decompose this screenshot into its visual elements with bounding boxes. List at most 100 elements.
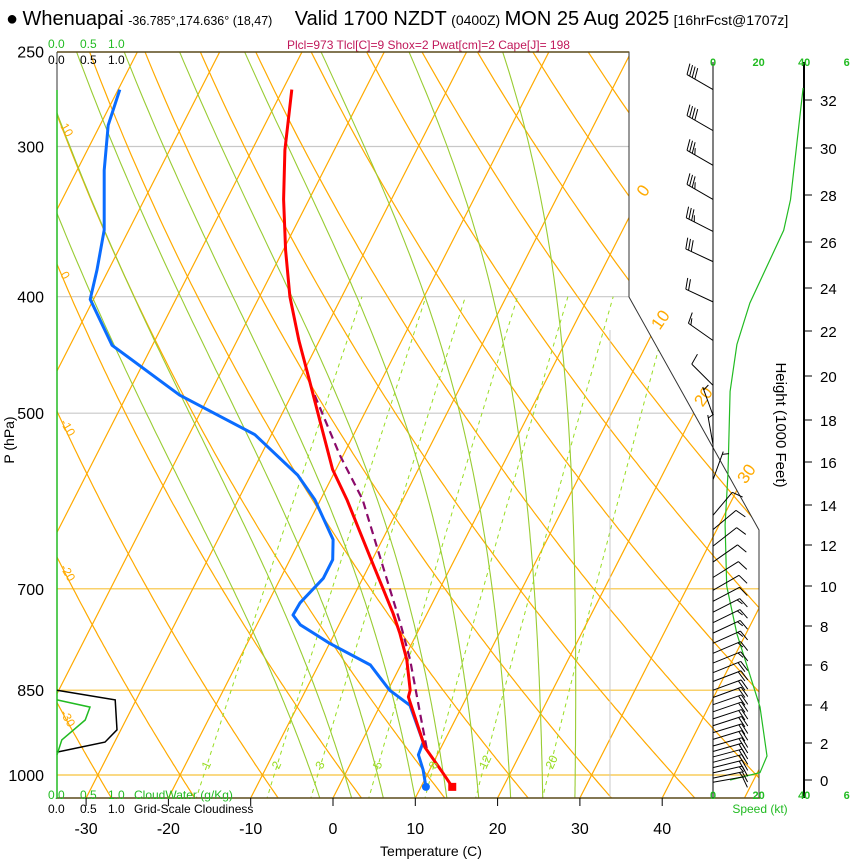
height-axis-label: Height (1000 Feet) [772, 362, 789, 487]
isotherm-line [248, 52, 638, 798]
theta-label: -30 [57, 707, 78, 729]
isotherm-line [660, 52, 759, 798]
wind-barb [712, 679, 749, 691]
cloudiness-tick-top: 0.5 [80, 53, 97, 67]
dry-adiabat-line [84, 52, 531, 798]
moist-adiabat-line [239, 52, 480, 798]
isotherm-label: 0 [633, 181, 654, 200]
parcel-trace-line [313, 394, 428, 749]
station-coords: -36.785°,174.636° (18,47) [128, 14, 273, 28]
barb-staff [712, 641, 741, 654]
cloudiness-tick-bottom: 0.5 [80, 802, 97, 816]
barb-staff [712, 561, 739, 578]
isotherm-line [57, 52, 309, 798]
barb-feather [737, 621, 744, 627]
barb-feather [722, 453, 729, 455]
speed-tick-top: 20 [752, 57, 764, 69]
barb-staff [712, 491, 733, 516]
barb-feather [686, 104, 691, 116]
barb-staff [712, 619, 741, 634]
height-tick-label: 0 [820, 773, 828, 790]
barb-staff [712, 765, 743, 774]
barb-feather [738, 766, 744, 773]
barb-feather [741, 737, 749, 748]
axes-and-labels: 1 2 3 5 8 12 200102030100-10-20-30250300400500… [1, 37, 850, 859]
cloudwater-tick-top: 0.0 [48, 37, 65, 51]
barb-staff [712, 679, 742, 691]
barb-staff [712, 709, 742, 720]
dry-adiabat-line [57, 52, 448, 798]
barb-feather [739, 772, 744, 779]
barb-feather [737, 642, 744, 648]
barb-feather [741, 716, 749, 727]
mixing-ratio-label: 3 [312, 759, 328, 771]
barb-feather [740, 670, 749, 681]
barb-feather [738, 702, 746, 713]
wind-barb [712, 660, 749, 674]
wind-barb [712, 630, 749, 644]
valid-date: MON 25 Aug 2025 [504, 8, 670, 30]
wind-barb [687, 312, 714, 341]
barb-feather [738, 731, 746, 742]
x-tick-label: -20 [157, 821, 180, 838]
wind-barb [685, 206, 714, 232]
dry-adiabat-line [525, 52, 759, 798]
isotherm-line [578, 52, 759, 798]
surface-dewpoint-marker [421, 782, 430, 791]
barb-feather [694, 108, 699, 121]
speed-axis-label: Speed (kt) [732, 802, 787, 816]
barb-staff [685, 248, 714, 263]
pressure-tick-label: 500 [17, 406, 44, 423]
cloudiness-curve [56, 689, 118, 753]
x-tick-label: 20 [489, 821, 507, 838]
wind-barb [712, 716, 749, 728]
speed-tick-top: 40 [798, 57, 810, 69]
barb-staff [712, 527, 737, 547]
speed-tick-top: 60 [844, 57, 850, 69]
mixing-ratio-label: 2 [269, 759, 285, 771]
barb-feather [741, 730, 749, 741]
barb-feather [740, 694, 749, 705]
barb-feather [732, 491, 743, 498]
barb-feather [735, 509, 746, 518]
chart-header: ● Whenuapai -36.785°,174.636° (18,47) Va… [6, 8, 788, 31]
barb-feather [691, 142, 696, 154]
wind-barb [712, 561, 748, 578]
height-tick-label: 10 [820, 579, 837, 596]
valid-time: Valid 1700 NZDT [294, 8, 447, 30]
cloudiness-tick-top: 1.0 [108, 53, 125, 67]
mixing-ratio-label: 20 [543, 753, 561, 771]
valid-utc: (0400Z) [451, 12, 501, 28]
x-tick-label: 40 [653, 821, 671, 838]
barb-feather [686, 139, 691, 151]
wind-barb [712, 509, 746, 531]
dry-adiabat-line [470, 52, 759, 798]
barb-staff [686, 115, 714, 132]
barb-feather [689, 64, 694, 77]
barb-staff [712, 686, 742, 698]
barb-staff [712, 723, 742, 734]
barb-feather [741, 765, 749, 777]
surface-temperature-marker [448, 782, 457, 791]
mixing-ratio-label: 12 [476, 753, 494, 771]
barb-feather [741, 771, 749, 783]
barb-staff [712, 759, 743, 769]
wind-barb [691, 353, 714, 386]
barb-feather [741, 760, 749, 771]
height-tick-label: 32 [820, 93, 837, 110]
barb-feather [741, 723, 749, 734]
barb-feather [690, 240, 694, 252]
x-tick-label: -30 [75, 821, 98, 838]
barb-feather [688, 279, 691, 291]
cloudwater-axis-label: CloudWater (g/Kg) [134, 788, 233, 802]
barb-feather [691, 176, 696, 188]
wind-barb [712, 723, 749, 735]
height-tick-label: 24 [820, 281, 837, 298]
pressure-tick-label: 250 [17, 44, 44, 61]
barb-feather [687, 312, 693, 324]
cloudiness-tick-top: 0.0 [48, 53, 65, 67]
cloudiness-tick-bottom: 1.0 [108, 802, 125, 816]
wind-barb [712, 527, 747, 547]
height-tick-label: 16 [820, 455, 837, 472]
